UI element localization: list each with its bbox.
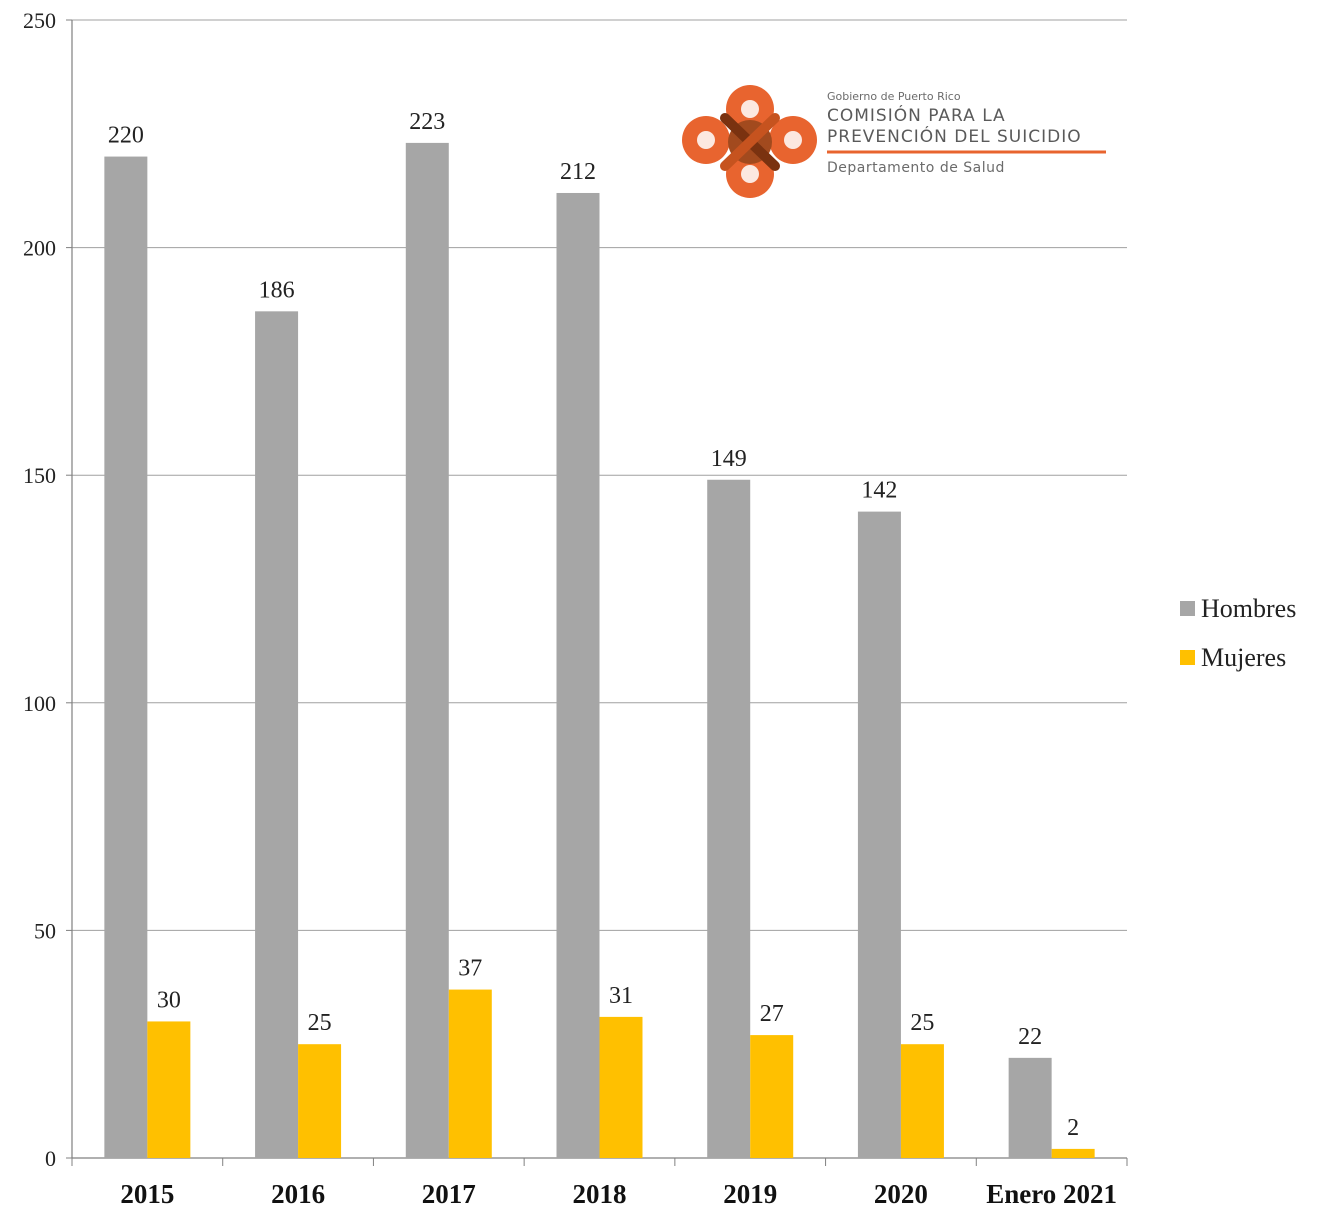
data-label: 37 xyxy=(458,956,482,982)
x-tick-label: 2020 xyxy=(874,1179,928,1209)
data-label: 2 xyxy=(1067,1115,1079,1141)
data-label: 212 xyxy=(560,159,596,185)
x-tick-label: 2017 xyxy=(422,1179,476,1209)
legend-label-hombres: Hombres xyxy=(1201,594,1296,623)
data-label: 25 xyxy=(308,1010,332,1036)
logo-line-3: PREVENCIÓN DEL SUICIDIO xyxy=(827,125,1082,147)
y-tick-label: 50 xyxy=(34,918,56,943)
data-label: 223 xyxy=(409,109,445,135)
legend-swatch-hombres xyxy=(1180,601,1195,616)
legend-swatch-mujeres xyxy=(1180,650,1195,665)
bar-mujeres-2020 xyxy=(900,1044,944,1158)
y-tick-label: 100 xyxy=(23,691,56,716)
logo-line-1: Gobierno de Puerto Rico xyxy=(827,90,961,103)
data-label: 220 xyxy=(108,123,144,149)
data-label: 31 xyxy=(609,983,633,1009)
bar-hombres-2020 xyxy=(857,511,901,1159)
x-tick-label: 2018 xyxy=(573,1179,627,1209)
bar-hombres-2017 xyxy=(405,142,449,1159)
data-label: 22 xyxy=(1018,1024,1042,1050)
logo-line-2: COMISIÓN PARA LA xyxy=(827,104,1006,126)
data-label: 149 xyxy=(711,446,747,472)
x-tick-label: 2016 xyxy=(271,1179,325,1209)
x-tick-label: Enero 2021 xyxy=(986,1179,1117,1209)
axes: 0 50 100 150 200 250 2015 2016 2017 2018 2019 2020 E… xyxy=(23,8,1128,1209)
data-label: 27 xyxy=(760,1001,784,1027)
data-label: 186 xyxy=(259,277,295,303)
bar-mujeres-enero-2021 xyxy=(1051,1148,1095,1158)
bars xyxy=(104,142,1095,1159)
y-tick-label: 150 xyxy=(23,463,56,488)
bar-mujeres-2016 xyxy=(298,1044,342,1158)
data-label: 30 xyxy=(157,987,181,1013)
x-tick-label: 2019 xyxy=(723,1179,777,1209)
logo-emblem-icon xyxy=(682,85,817,198)
bar-mujeres-2019 xyxy=(750,1035,794,1158)
bar-mujeres-2018 xyxy=(599,1016,643,1158)
legend-label-mujeres: Mujeres xyxy=(1201,643,1286,672)
x-tick-label: 2015 xyxy=(120,1179,174,1209)
y-tick-label: 200 xyxy=(23,236,56,261)
bar-hombres-2018 xyxy=(556,192,600,1158)
bar-hombres-enero-2021 xyxy=(1008,1057,1052,1158)
y-tick-label: 0 xyxy=(45,1146,56,1171)
data-label: 25 xyxy=(910,1010,934,1036)
bar-hombres-2015 xyxy=(104,156,148,1158)
bar-mujeres-2017 xyxy=(448,989,492,1158)
bar-hombres-2019 xyxy=(707,479,751,1158)
bar-hombres-2016 xyxy=(255,311,299,1158)
bar-mujeres-2015 xyxy=(147,1021,191,1158)
legend: Hombres Mujeres xyxy=(1180,594,1296,672)
data-label: 142 xyxy=(861,478,897,504)
commission-logo: Gobierno de Puerto Rico COMISIÓN PARA LA… xyxy=(682,85,1106,198)
logo-line-4: Departamento de Salud xyxy=(827,160,1005,176)
y-tick-label: 250 xyxy=(23,8,56,33)
